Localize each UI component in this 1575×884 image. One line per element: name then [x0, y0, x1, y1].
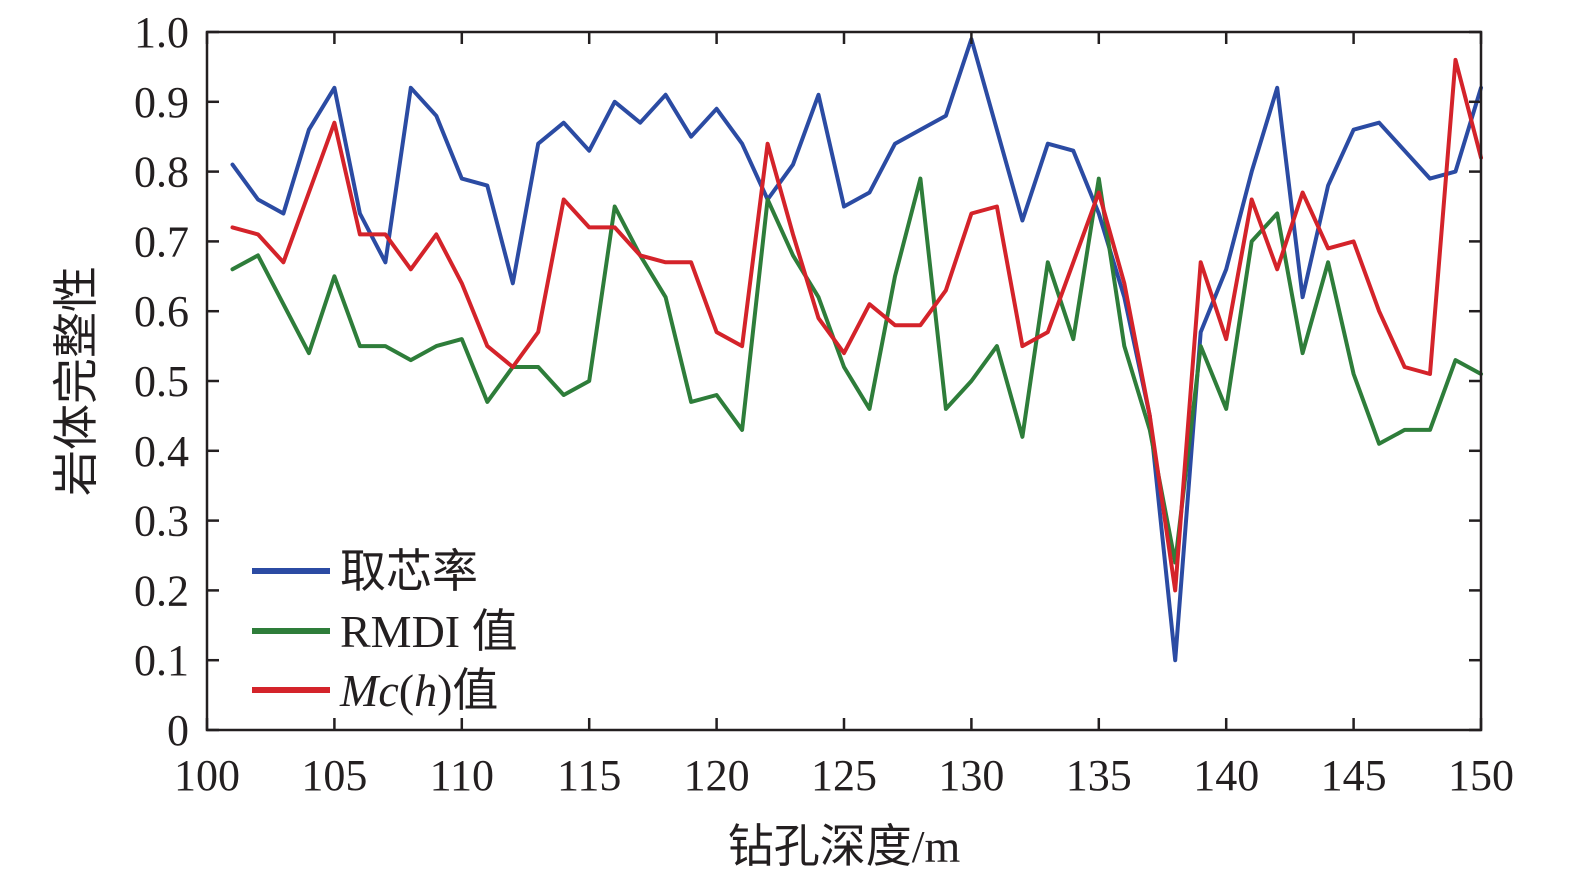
- x-axis-title: 钻孔深度/m: [728, 821, 961, 872]
- x-tick-labels: 100 105 110 115 120 125 130 135 140 145 150: [174, 751, 1514, 800]
- legend-label-1: 取芯率: [340, 546, 478, 597]
- y-tick-label: 1.0: [134, 8, 189, 57]
- y-tick-label: 0.6: [134, 287, 189, 336]
- y-tick-label: 0.8: [134, 148, 189, 197]
- y-tick-label: 0.1: [134, 636, 189, 685]
- x-tick-label: 130: [938, 751, 1004, 800]
- y-tick-label: 0.5: [134, 357, 189, 406]
- y-tick-label: 0.3: [134, 497, 189, 546]
- x-tick-label: 100: [174, 751, 240, 800]
- legend: 取芯率 RMDI 值 Mc(h)值: [252, 546, 518, 716]
- series-line-3: [230, 57, 1483, 593]
- legend-label-3: Mc(h)值: [339, 665, 498, 716]
- x-tick-label: 115: [557, 751, 621, 800]
- x-tick-label: 110: [430, 751, 494, 800]
- y-tick-label: 0: [167, 706, 189, 755]
- y-tick-label: 0.4: [134, 427, 189, 476]
- legend-label-2: RMDI 值: [340, 606, 518, 657]
- y-tick-label: 0.2: [134, 566, 189, 615]
- y-axis-title: 岩体完整性: [51, 266, 102, 496]
- x-tick-label: 150: [1448, 751, 1514, 800]
- x-tick-label: 135: [1066, 751, 1132, 800]
- series-layer: [230, 37, 1483, 663]
- x-tick-label: 145: [1321, 751, 1387, 800]
- x-tick-label: 125: [811, 751, 877, 800]
- series-line-1: [230, 37, 1483, 663]
- y-tick-label: 0.9: [134, 78, 189, 127]
- y-tick-label: 0.7: [134, 217, 189, 266]
- x-tick-label: 105: [301, 751, 367, 800]
- series-line-2: [230, 176, 1483, 565]
- x-tick-label: 140: [1193, 751, 1259, 800]
- y-tick-labels: 0 0.1 0.2 0.3 0.4 0.5 0.6 0.7 0.8 0.9 1.0: [134, 8, 189, 755]
- ticks-layer: [205, 30, 1483, 732]
- x-tick-label: 120: [684, 751, 750, 800]
